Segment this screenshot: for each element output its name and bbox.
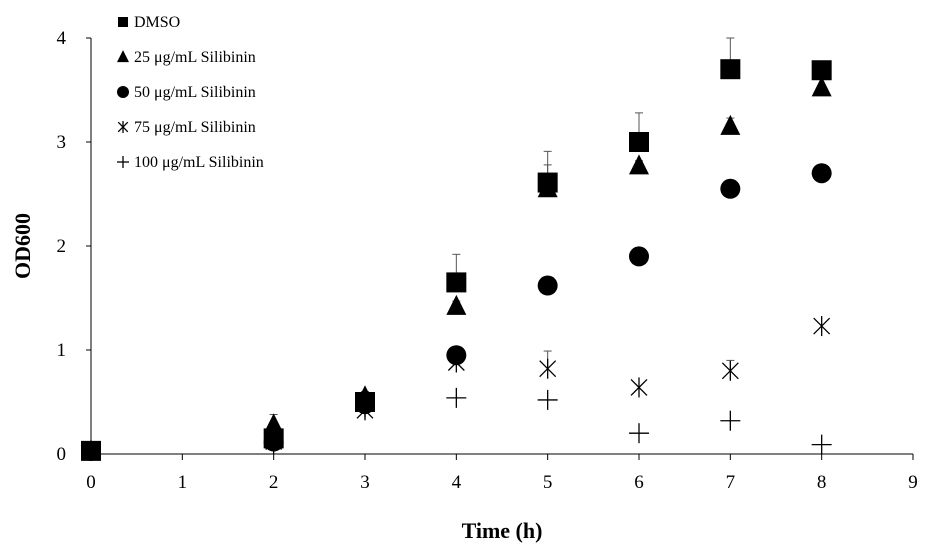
x-tick-label: 0 <box>86 472 96 493</box>
data-point-circle <box>811 163 832 184</box>
data-point-triangle <box>446 294 467 315</box>
data-point-circle <box>629 246 649 267</box>
data-point-plus <box>720 410 741 431</box>
x-tick-label: 7 <box>726 472 736 493</box>
y-tick-label: 2 <box>57 236 67 257</box>
legend: DMSO 25 μg/mL Silibinin 50 μg/mL Silibinin… <box>117 14 264 171</box>
data-point-square <box>537 172 558 193</box>
data-point-plus <box>537 389 558 410</box>
y-tick-label: 4 <box>57 28 67 49</box>
data-point-square <box>263 428 284 449</box>
data-point-asterisk <box>813 316 831 337</box>
data-point-circle <box>537 275 558 296</box>
error-bars <box>269 37 735 439</box>
data-point-asterisk <box>630 377 648 398</box>
data-point-triangle <box>263 413 284 434</box>
data-point-triangle <box>720 114 741 135</box>
data-point-triangle <box>629 154 649 175</box>
x-tick-label: 3 <box>360 472 370 493</box>
data-point-asterisk <box>539 358 557 379</box>
data-point-plus <box>629 423 649 444</box>
data-point-square <box>81 440 101 461</box>
legend-marker-asterisk <box>117 121 129 133</box>
y-tick-label: 1 <box>57 340 67 361</box>
data-point-square <box>629 132 649 152</box>
data-point-square <box>446 272 467 293</box>
x-tick-label: 9 <box>908 472 918 493</box>
x-tick-label: 8 <box>817 472 827 493</box>
data-point-triangle <box>811 76 832 97</box>
data-point-circle <box>446 345 467 366</box>
x-tick-label: 6 <box>634 472 644 493</box>
x-tick-label: 4 <box>452 472 462 493</box>
x-tick-label: 2 <box>269 472 279 493</box>
x-tick-label: 1 <box>178 472 188 493</box>
data-point-square <box>811 60 832 81</box>
data-point-circle <box>720 178 741 199</box>
data-point-asterisk <box>721 360 739 381</box>
legend-label: 25 μg/mL Silibinin <box>134 49 256 66</box>
x-axis-title: Time (h) <box>462 518 543 543</box>
x-tick-labels: 0 1 2 3 4 5 6 7 8 9 <box>86 454 918 493</box>
y-tick-labels: 0 1 2 3 4 <box>57 28 91 465</box>
data-point-square <box>720 59 741 80</box>
y-axis-title: OD600 <box>10 213 35 279</box>
legend-label: 100 μg/mL Silibinin <box>134 154 264 171</box>
data-points <box>81 59 832 461</box>
legend-marker-circle <box>117 86 129 98</box>
legend-marker-triangle <box>117 50 129 63</box>
legend-label: DMSO <box>134 14 180 31</box>
y-tick-label: 3 <box>57 132 67 153</box>
x-tick-label: 5 <box>543 472 553 493</box>
legend-label: 50 μg/mL Silibinin <box>134 84 256 101</box>
legend-label: 75 μg/mL Silibinin <box>134 119 256 136</box>
legend-marker-plus <box>117 156 129 168</box>
legend-marker-square <box>118 17 128 27</box>
data-point-plus <box>811 434 832 455</box>
y-tick-label: 0 <box>57 444 67 465</box>
data-point-plus <box>446 387 467 408</box>
data-point-square <box>355 392 375 412</box>
